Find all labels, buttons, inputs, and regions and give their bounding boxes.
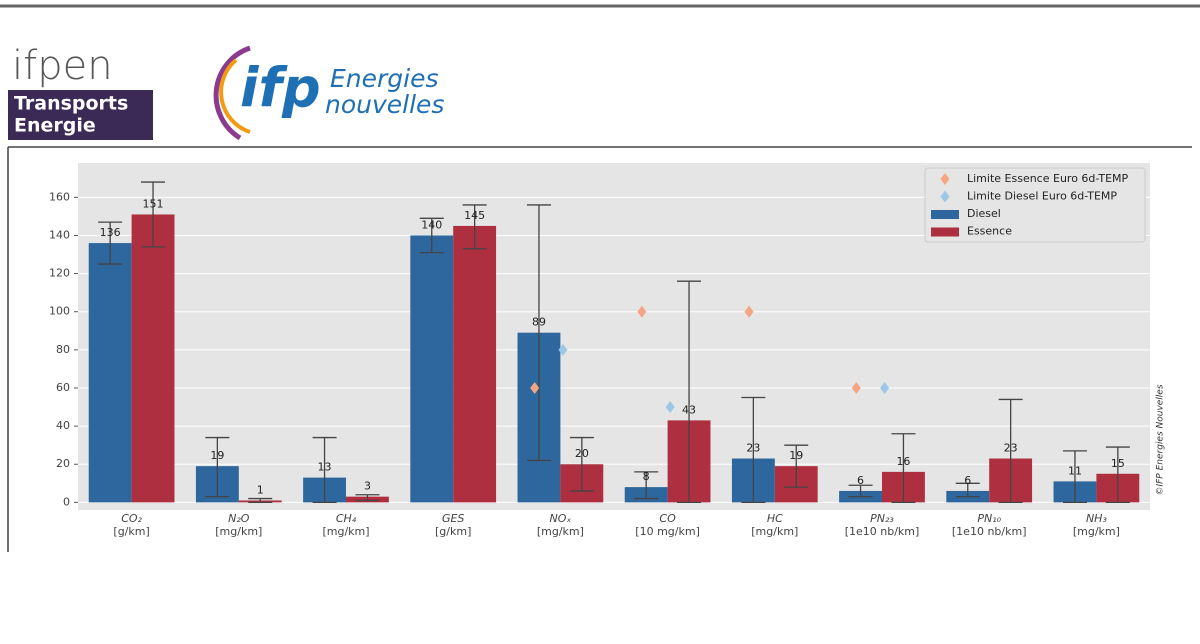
value-label: 1 bbox=[257, 483, 264, 496]
x-tick-label: CH₄ bbox=[336, 512, 357, 525]
brand-sub: Energie bbox=[14, 115, 96, 137]
logo-text: nouvelles bbox=[325, 90, 444, 119]
value-label: 6 bbox=[964, 474, 971, 487]
limit-marker bbox=[880, 381, 890, 394]
legend-label: Limite Diesel Euro 6d-TEMP bbox=[967, 190, 1117, 203]
value-label: 23 bbox=[1004, 442, 1018, 455]
logo-mark: ifp bbox=[240, 57, 321, 120]
x-tick-unit: [g/km] bbox=[435, 525, 471, 538]
value-label: 89 bbox=[532, 316, 546, 329]
y-tick-label: 40 bbox=[56, 419, 70, 432]
limit-marker bbox=[744, 305, 754, 318]
value-label: 151 bbox=[143, 197, 164, 210]
legend-marker bbox=[940, 173, 950, 185]
x-tick-unit: [10 mg/km] bbox=[635, 525, 700, 538]
limit-marker bbox=[558, 343, 568, 356]
value-label: 6 bbox=[857, 474, 864, 487]
bar bbox=[88, 243, 132, 503]
legend-box bbox=[924, 167, 1146, 243]
value-label: 8 bbox=[643, 470, 650, 483]
logo-arc bbox=[219, 58, 251, 134]
brand-sub: Transports bbox=[14, 93, 128, 115]
x-tick-label: GES bbox=[442, 512, 464, 525]
brand: ifpen bbox=[12, 43, 113, 89]
value-label: 23 bbox=[746, 442, 760, 455]
logo-text: Energies bbox=[330, 64, 439, 93]
x-tick-unit: [mg/km] bbox=[215, 525, 262, 538]
limit-marker bbox=[530, 381, 540, 394]
legend-swatch bbox=[931, 227, 959, 237]
y-tick-label: 0 bbox=[63, 495, 70, 508]
x-tick-unit: [g/km] bbox=[113, 525, 149, 538]
value-label: 145 bbox=[464, 209, 485, 222]
legend-label: Limite Essence Euro 6d-TEMP bbox=[967, 172, 1129, 185]
y-tick-label: 80 bbox=[56, 343, 70, 356]
x-tick-unit: [1e10 nb/km] bbox=[845, 525, 920, 538]
bar bbox=[453, 225, 497, 503]
x-tick-label: CO₂ bbox=[121, 512, 142, 525]
logo-arc bbox=[213, 45, 251, 141]
limit-marker bbox=[665, 401, 675, 414]
value-label: 3 bbox=[364, 480, 371, 493]
legend-marker bbox=[940, 190, 950, 203]
limit-marker bbox=[637, 305, 647, 318]
x-tick-label: PN₂₃ bbox=[870, 512, 894, 525]
y-tick-label: 60 bbox=[56, 381, 70, 394]
x-tick-label: PN₁₀ bbox=[977, 512, 1001, 525]
x-tick-label: CO bbox=[659, 512, 676, 525]
value-label: 19 bbox=[210, 449, 224, 462]
value-label: 13 bbox=[318, 461, 332, 474]
y-tick-label: 120 bbox=[49, 267, 70, 280]
value-label: 20 bbox=[575, 447, 589, 460]
x-tick-label: NH₃ bbox=[1086, 512, 1108, 525]
bar bbox=[410, 235, 454, 503]
y-tick-label: 20 bbox=[56, 457, 70, 470]
x-tick-label: N₂O bbox=[228, 512, 250, 525]
value-label: 140 bbox=[421, 218, 442, 231]
value-label: 11 bbox=[1068, 464, 1082, 477]
legend-label: Diesel bbox=[967, 207, 1001, 220]
y-tick-label: 100 bbox=[49, 305, 70, 318]
bar bbox=[131, 214, 175, 503]
limit-marker bbox=[851, 381, 861, 394]
value-label: 136 bbox=[100, 226, 121, 239]
x-tick-label: HC bbox=[767, 512, 783, 525]
x-tick-unit: [mg/km] bbox=[322, 525, 369, 538]
x-tick-unit: [1e10 nb/km] bbox=[952, 525, 1027, 538]
y-tick-label: 160 bbox=[49, 190, 70, 203]
credit: ©IFP Energies Nouvelles bbox=[1156, 384, 1166, 495]
value-label: 16 bbox=[896, 455, 910, 468]
brand-box bbox=[8, 90, 153, 140]
value-label: 19 bbox=[789, 449, 803, 462]
legend-swatch bbox=[931, 210, 959, 219]
x-tick-unit: [mg/km] bbox=[1073, 525, 1120, 538]
x-tick-unit: [mg/km] bbox=[537, 525, 584, 538]
y-tick-label: 140 bbox=[49, 228, 70, 241]
x-tick-label: NOₓ bbox=[550, 512, 572, 525]
legend-label: Essence bbox=[967, 225, 1012, 238]
value-label: 15 bbox=[1111, 457, 1125, 470]
x-tick-unit: [mg/km] bbox=[751, 525, 798, 538]
value-label: 43 bbox=[682, 403, 696, 416]
